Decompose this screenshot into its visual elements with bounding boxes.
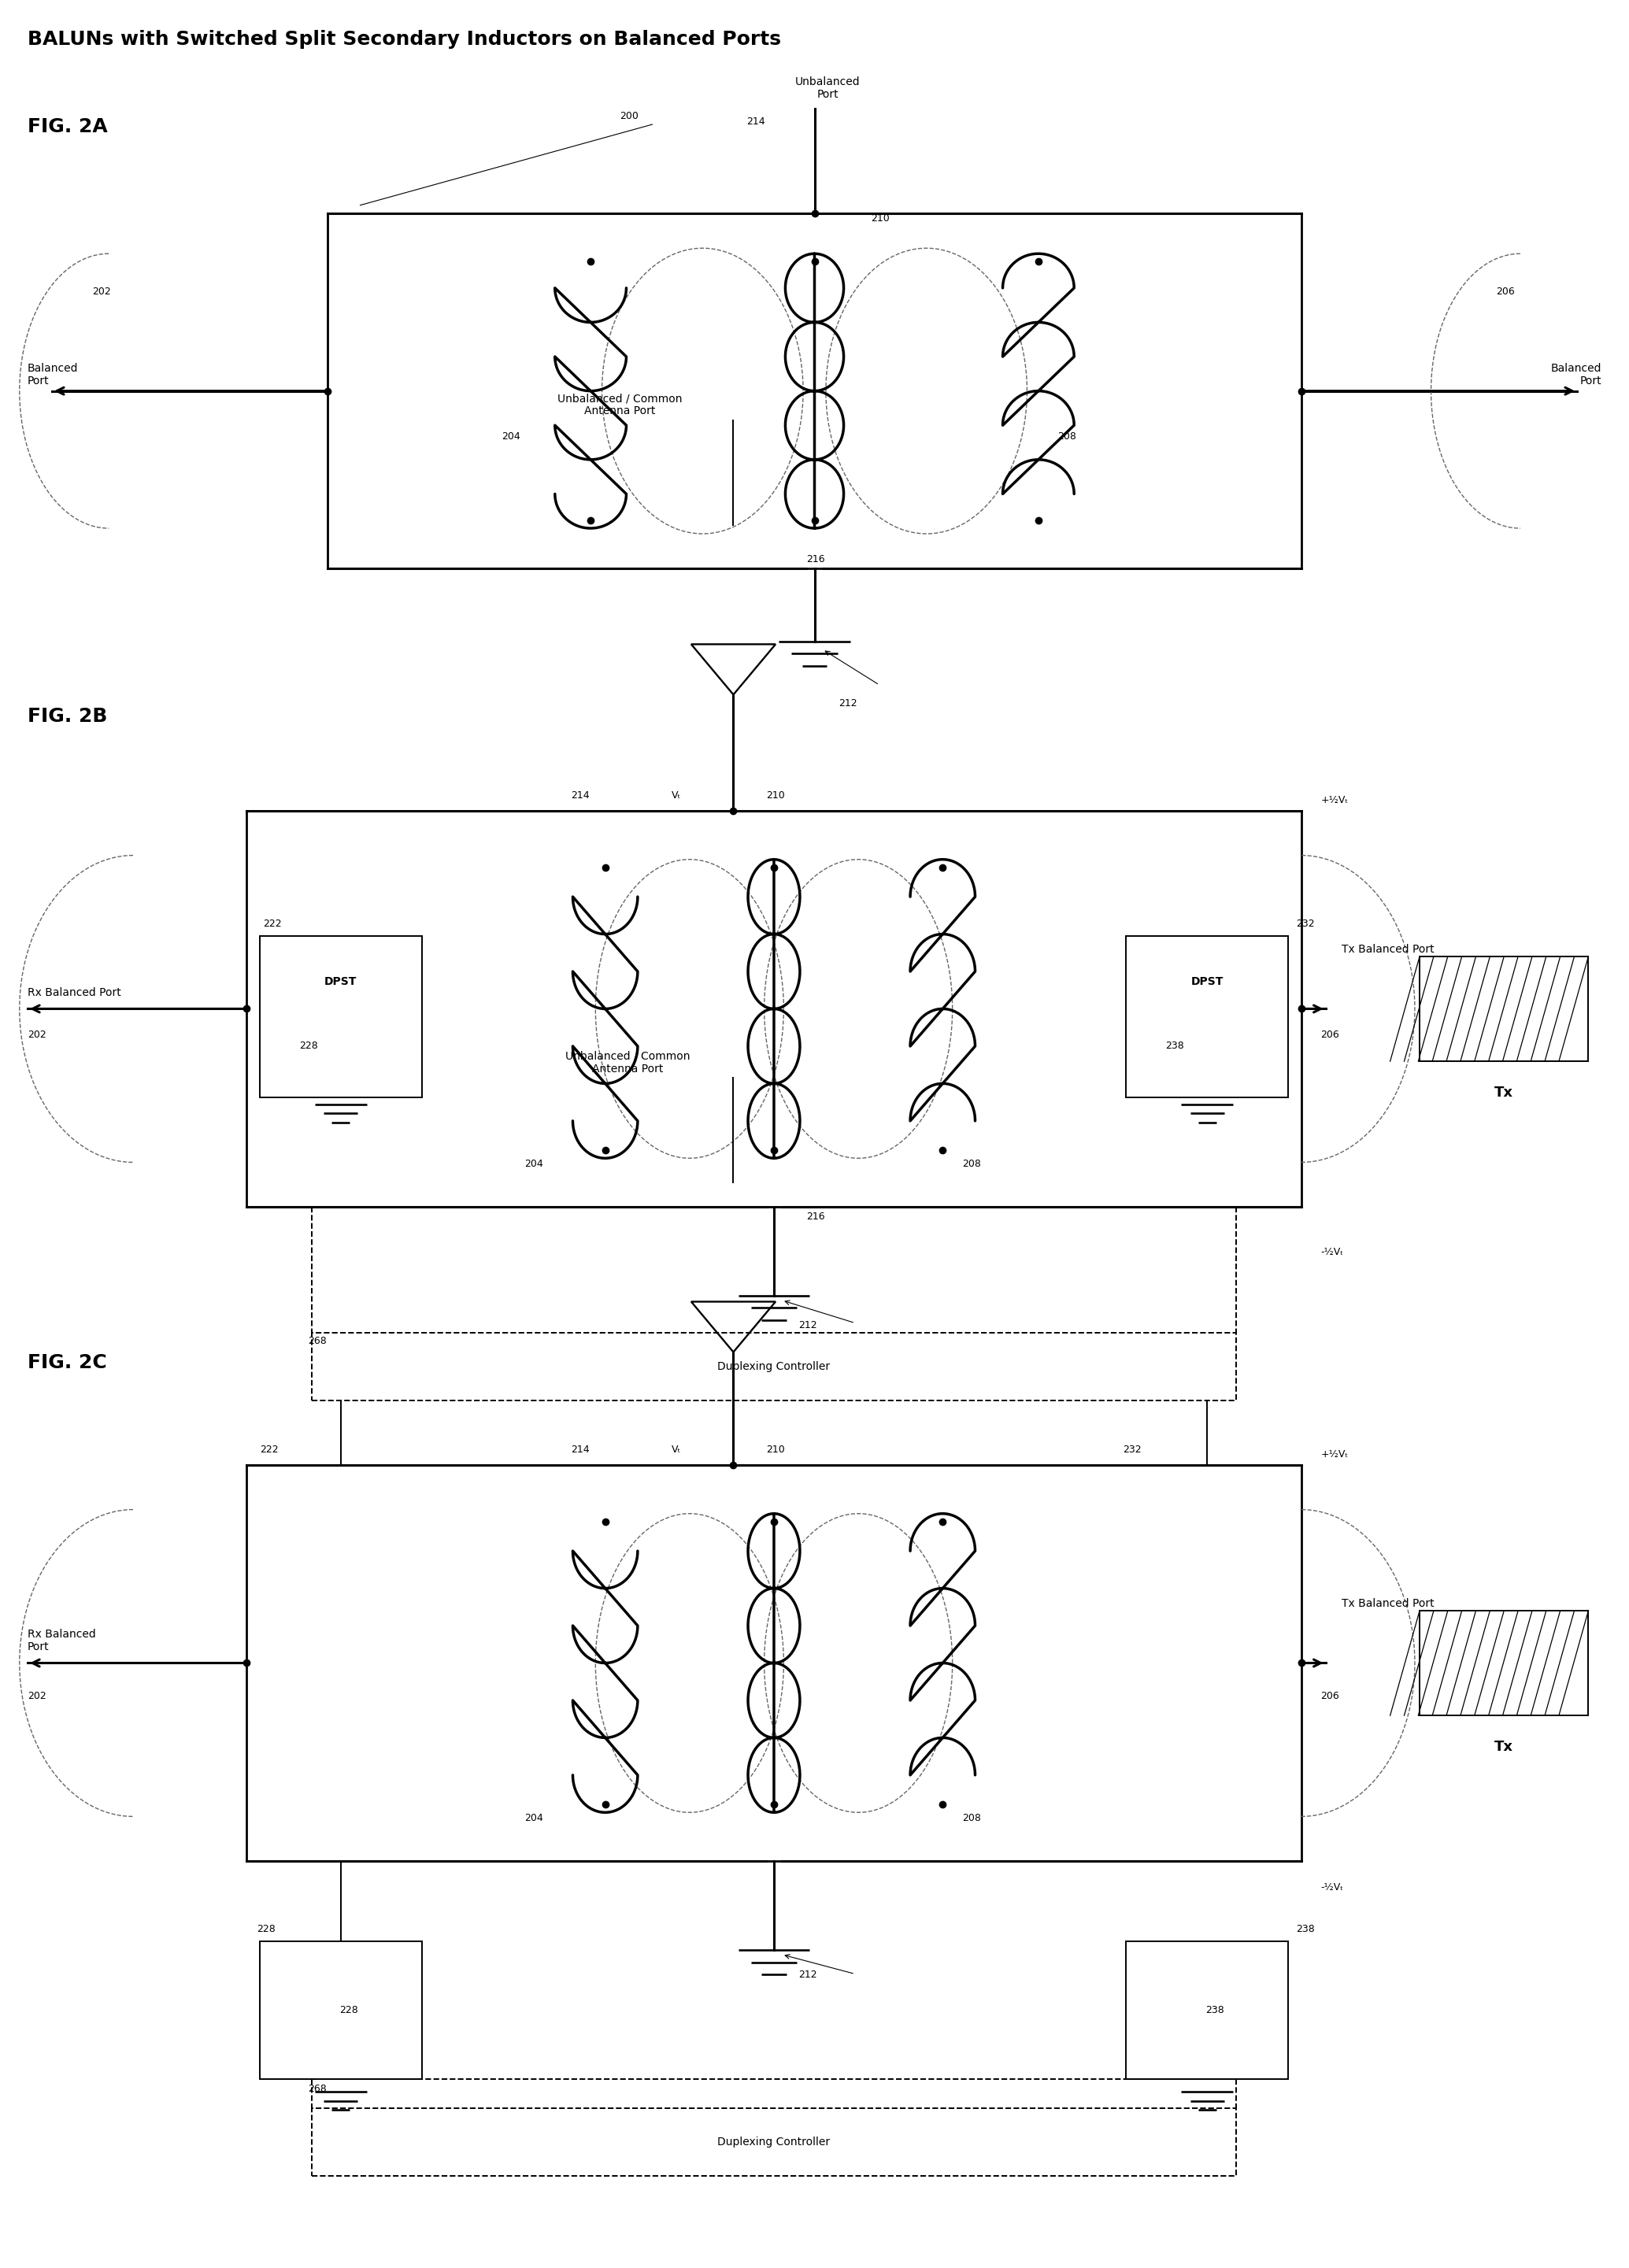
Text: Tx Balanced Port: Tx Balanced Port bbox=[1342, 1599, 1435, 1608]
Text: 208: 208 bbox=[1057, 431, 1077, 442]
Text: Unbalanced / Common
Antenna Port: Unbalanced / Common Antenna Port bbox=[557, 392, 683, 417]
Text: Rx Balanced
Port: Rx Balanced Port bbox=[28, 1628, 96, 1653]
Text: DPST: DPST bbox=[1191, 975, 1223, 987]
Bar bbox=[246, 812, 1302, 1207]
Text: 216: 216 bbox=[806, 1211, 824, 1222]
Text: 206: 206 bbox=[1495, 286, 1515, 297]
Text: 238: 238 bbox=[1205, 2005, 1225, 2016]
Bar bbox=[1126, 937, 1289, 1098]
Text: 268: 268 bbox=[308, 2084, 327, 2093]
Text: 204: 204 bbox=[502, 431, 520, 442]
Text: FIG. 2B: FIG. 2B bbox=[28, 708, 108, 726]
Text: 202: 202 bbox=[28, 1030, 46, 1041]
Text: 228: 228 bbox=[256, 1923, 275, 1935]
Text: BALUNs with Switched Split Secondary Inductors on Balanced Ports: BALUNs with Switched Split Secondary Ind… bbox=[28, 29, 780, 48]
Bar bbox=[1419, 1610, 1588, 1715]
Text: 202: 202 bbox=[28, 1690, 46, 1701]
Text: Unbalanced / Common
Antenna Port: Unbalanced / Common Antenna Port bbox=[565, 1050, 691, 1075]
Bar bbox=[311, 2107, 1236, 2175]
Bar bbox=[327, 213, 1302, 569]
Text: Tx Balanced Port: Tx Balanced Port bbox=[1342, 943, 1435, 955]
Text: 228: 228 bbox=[339, 2005, 358, 2016]
Text: Rx Balanced Port: Rx Balanced Port bbox=[28, 987, 121, 998]
Text: 210: 210 bbox=[766, 789, 785, 801]
Bar bbox=[1126, 1941, 1289, 2080]
Text: 222: 222 bbox=[262, 919, 282, 930]
Text: FIG. 2A: FIG. 2A bbox=[28, 118, 108, 136]
Text: 232: 232 bbox=[1297, 919, 1315, 930]
Text: Duplexing Controller: Duplexing Controller bbox=[718, 2136, 831, 2148]
Bar bbox=[246, 1465, 1302, 1860]
Text: 222: 222 bbox=[259, 1445, 279, 1454]
Text: 204: 204 bbox=[525, 1812, 542, 1823]
Text: 214: 214 bbox=[746, 116, 766, 127]
Text: 212: 212 bbox=[839, 699, 857, 708]
Bar bbox=[259, 1941, 422, 2080]
Text: 214: 214 bbox=[572, 1445, 590, 1454]
Text: 232: 232 bbox=[1122, 1445, 1142, 1454]
Text: Duplexing Controller: Duplexing Controller bbox=[718, 1361, 831, 1372]
Text: Vₜ: Vₜ bbox=[671, 1445, 681, 1454]
Text: 214: 214 bbox=[572, 789, 590, 801]
Text: 238: 238 bbox=[1165, 1041, 1184, 1050]
Text: +½Vₜ: +½Vₜ bbox=[1321, 796, 1349, 805]
Text: 216: 216 bbox=[806, 553, 824, 565]
Text: 212: 212 bbox=[798, 1969, 816, 1980]
Text: 204: 204 bbox=[525, 1159, 542, 1168]
Text: DPST: DPST bbox=[324, 975, 357, 987]
Text: 238: 238 bbox=[1297, 1923, 1315, 1935]
Text: 202: 202 bbox=[93, 286, 111, 297]
Text: 212: 212 bbox=[798, 1320, 816, 1331]
Text: 208: 208 bbox=[963, 1159, 981, 1168]
Text: 206: 206 bbox=[1321, 1030, 1339, 1041]
Text: Tx: Tx bbox=[1494, 1086, 1513, 1100]
Text: 268: 268 bbox=[308, 1336, 327, 1347]
Text: 228: 228 bbox=[300, 1041, 318, 1050]
Bar bbox=[311, 1334, 1236, 1402]
Bar bbox=[259, 937, 422, 1098]
Text: Unbalanced
Port: Unbalanced Port bbox=[795, 75, 860, 100]
Bar bbox=[1419, 957, 1588, 1061]
Text: Balanced
Port: Balanced Port bbox=[28, 363, 78, 386]
Text: 208: 208 bbox=[963, 1812, 981, 1823]
Text: 200: 200 bbox=[619, 111, 639, 122]
Text: 206: 206 bbox=[1321, 1690, 1339, 1701]
Text: Balanced
Port: Balanced Port bbox=[1551, 363, 1601, 386]
Text: Vₜ: Vₜ bbox=[671, 789, 681, 801]
Text: 210: 210 bbox=[872, 213, 889, 225]
Text: Tx: Tx bbox=[1494, 1740, 1513, 1753]
Text: 210: 210 bbox=[766, 1445, 785, 1454]
Text: FIG. 2C: FIG. 2C bbox=[28, 1354, 108, 1372]
Text: -½Vₜ: -½Vₜ bbox=[1321, 1247, 1344, 1256]
Text: +½Vₜ: +½Vₜ bbox=[1321, 1449, 1349, 1458]
Text: -½Vₜ: -½Vₜ bbox=[1321, 1882, 1344, 1892]
